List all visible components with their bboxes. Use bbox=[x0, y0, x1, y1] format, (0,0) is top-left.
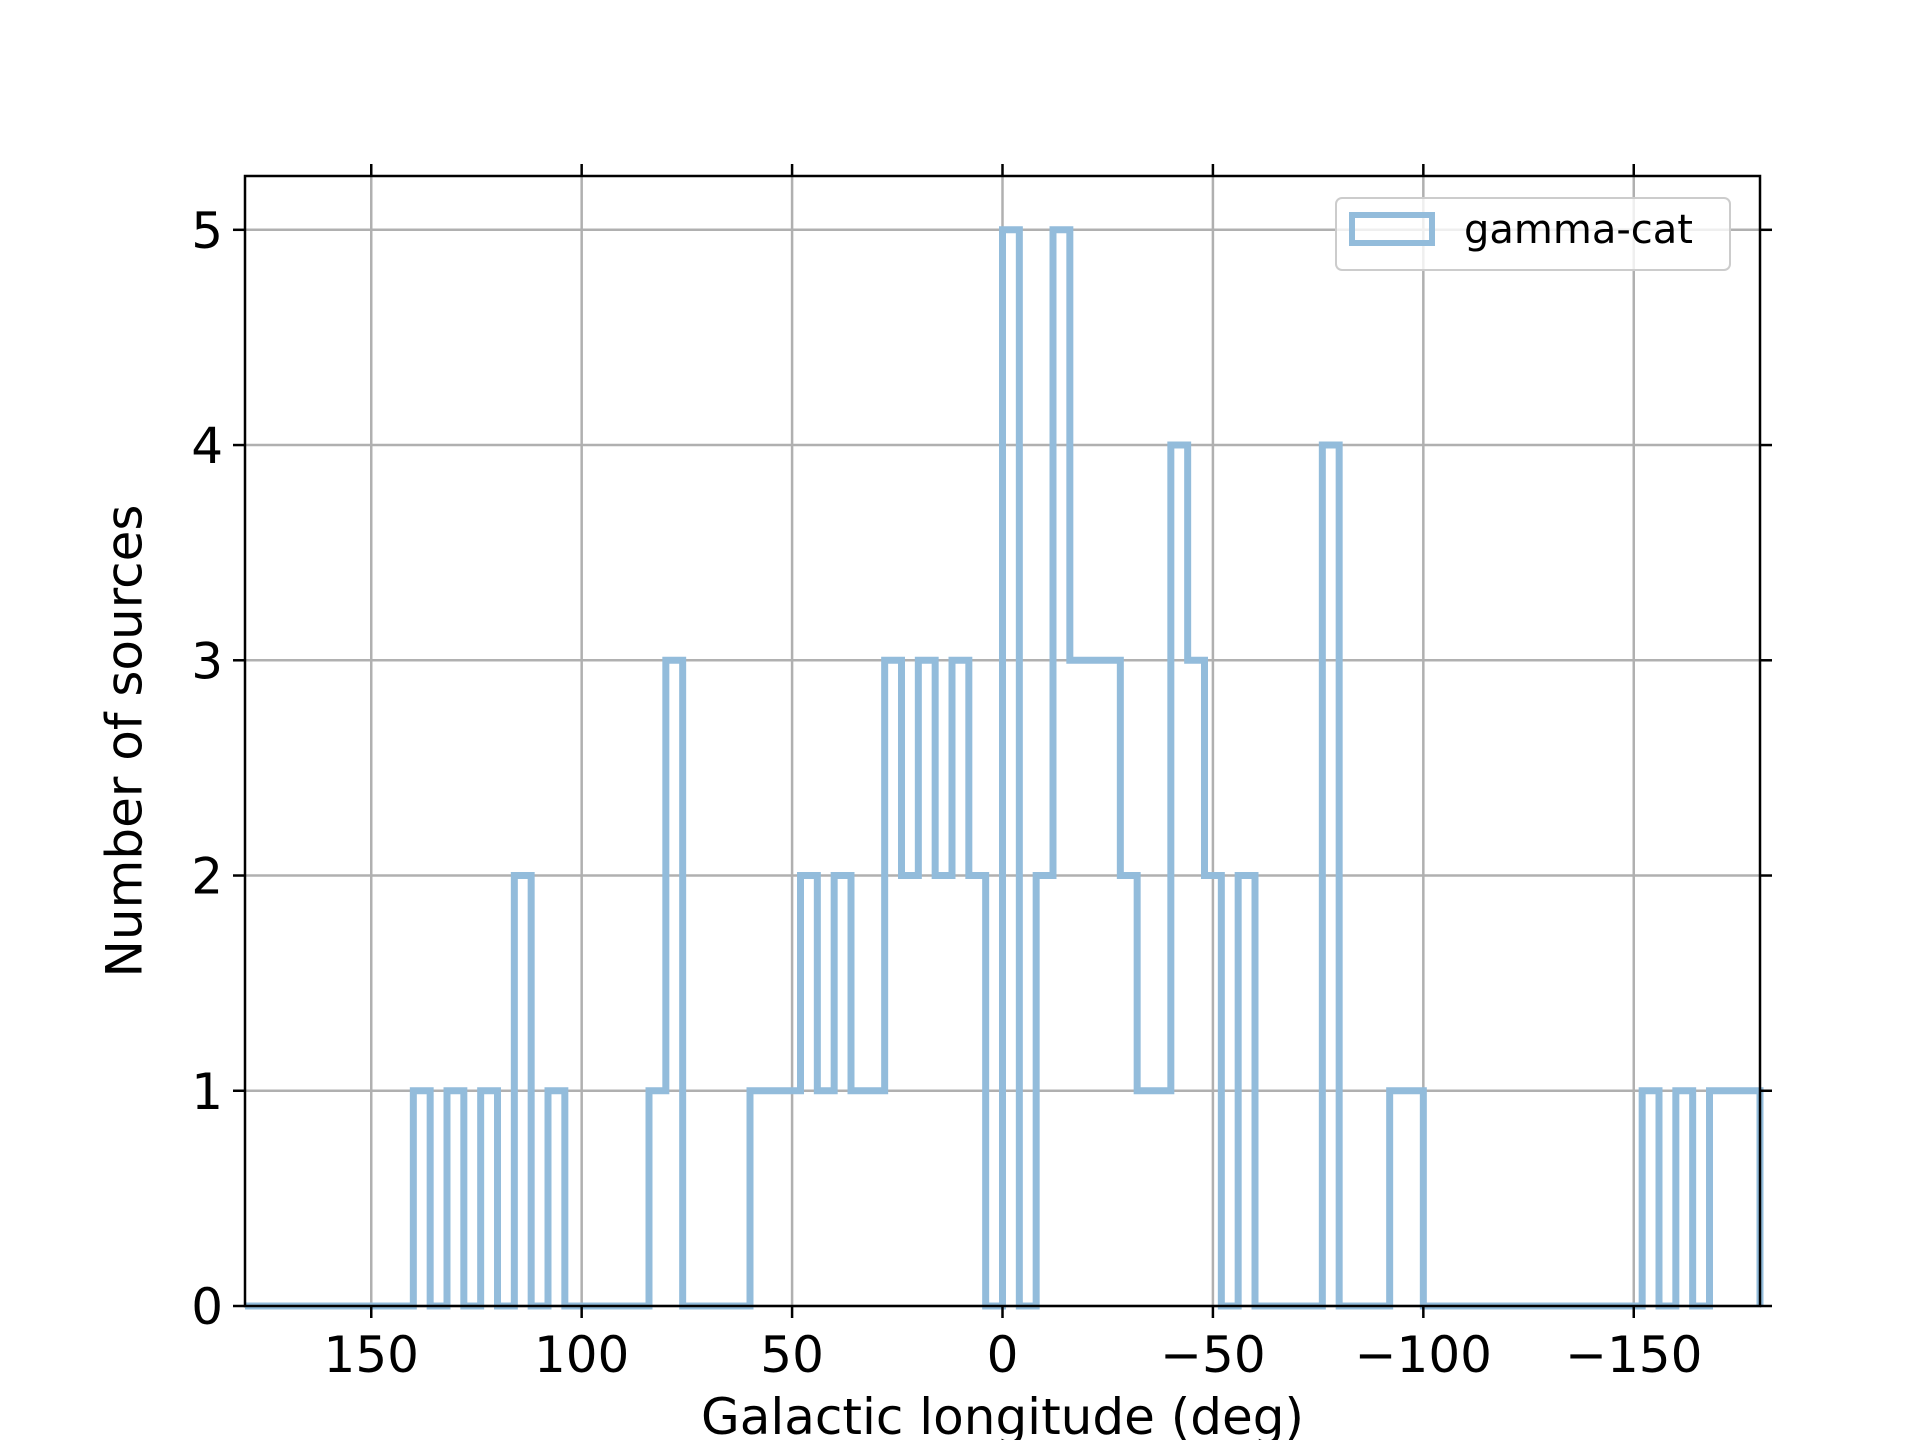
x-tick-label: −150 bbox=[1565, 1326, 1702, 1384]
histogram-bin bbox=[817, 1091, 834, 1306]
x-tick-label: 100 bbox=[534, 1326, 629, 1384]
y-tick-label: 0 bbox=[191, 1278, 223, 1336]
histogram-step-line bbox=[245, 226, 1764, 1310]
histogram-bin bbox=[1154, 1091, 1171, 1306]
legend-swatch bbox=[1349, 212, 1435, 246]
y-axis-label: Number of sources bbox=[96, 505, 154, 978]
x-axis-label: Galactic longitude (deg) bbox=[701, 1388, 1304, 1440]
x-tick-label: 50 bbox=[760, 1326, 824, 1384]
y-tick-label: 3 bbox=[191, 632, 223, 690]
histogram-bin bbox=[1137, 1091, 1154, 1306]
y-tick-label: 1 bbox=[191, 1063, 223, 1121]
legend: gamma-cat bbox=[1335, 197, 1731, 271]
histogram-bin bbox=[767, 1091, 784, 1306]
histogram-bin bbox=[868, 1091, 885, 1306]
y-tick-label: 5 bbox=[191, 202, 223, 260]
x-tick-label: −100 bbox=[1355, 1326, 1492, 1384]
y-tick-label: 2 bbox=[191, 848, 223, 906]
legend-label-gamma-cat: gamma-cat bbox=[1464, 207, 1693, 253]
histogram-bin bbox=[851, 1091, 868, 1306]
x-tick-label: 0 bbox=[987, 1326, 1019, 1384]
x-tick-label: −50 bbox=[1160, 1326, 1266, 1384]
y-tick-label: 4 bbox=[191, 417, 223, 475]
histogram-bin bbox=[1726, 1091, 1743, 1306]
histogram-bars bbox=[245, 226, 1764, 1310]
x-tick-label: 150 bbox=[324, 1326, 419, 1384]
histogram-bin bbox=[1070, 660, 1087, 1306]
axis-ticks: 150 100 50 0 −50 −100 −150 0 1 2 3 4 5 bbox=[191, 164, 1772, 1384]
histogram-bin bbox=[1087, 660, 1104, 1306]
